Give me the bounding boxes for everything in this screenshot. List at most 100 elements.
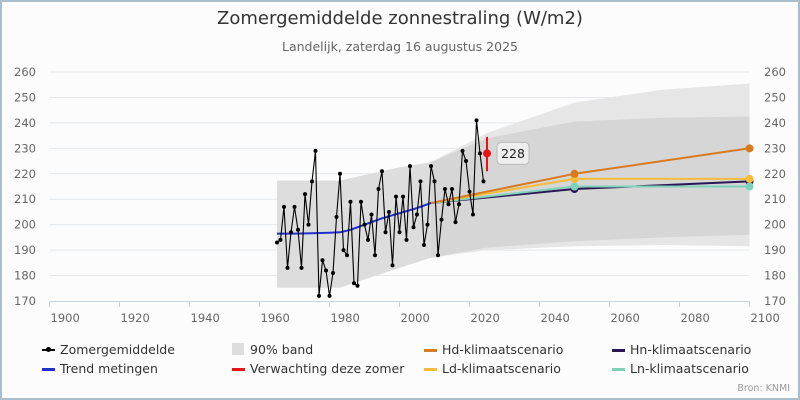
observed-point[interactable] xyxy=(408,164,412,169)
observed-point[interactable] xyxy=(299,265,304,270)
observed-point[interactable] xyxy=(278,237,283,242)
observed-point[interactable] xyxy=(313,148,318,153)
y-tick-label-right: 200 xyxy=(764,218,786,232)
observed-point[interactable] xyxy=(418,179,423,184)
observed-point[interactable] xyxy=(411,225,416,230)
x-axis: 1900 1920 1940 1960 1980 2000 2020 2040 2060 2080… xyxy=(49,301,780,325)
y-axis-right: 170 180 190 200 210 220 230 240 250 260 xyxy=(764,65,786,308)
observed-legend-symbol-icon xyxy=(42,341,56,359)
observed-point[interactable] xyxy=(376,187,381,192)
observed-point[interactable] xyxy=(467,189,472,194)
x-tick-label: 2060 xyxy=(611,311,640,325)
observed-point[interactable] xyxy=(481,179,486,184)
observed-point[interactable] xyxy=(334,215,339,220)
observed-point[interactable] xyxy=(282,204,286,209)
observed-point[interactable] xyxy=(425,222,430,227)
y-tick-label-right: 210 xyxy=(764,192,786,206)
observed-point[interactable] xyxy=(320,258,325,263)
observed-point[interactable] xyxy=(373,253,377,258)
observed-point[interactable] xyxy=(432,179,437,184)
ld-scenario-point[interactable] xyxy=(745,174,754,183)
observed-point[interactable] xyxy=(460,148,465,153)
y-tick-label-left: 240 xyxy=(14,116,36,130)
y-tick-label-right: 190 xyxy=(764,243,786,257)
observed-point[interactable] xyxy=(359,199,363,204)
ln-scenario-point[interactable] xyxy=(745,182,754,191)
observed-point[interactable] xyxy=(422,243,426,248)
observed-point[interactable] xyxy=(362,222,367,227)
observed-point[interactable] xyxy=(306,222,311,227)
forecast-point[interactable] xyxy=(483,149,491,158)
y-tick-label-right: 180 xyxy=(764,269,786,283)
points-layer xyxy=(275,118,754,298)
x-tick-label: 2020 xyxy=(471,311,500,325)
observed-point[interactable] xyxy=(289,230,293,235)
observed-point[interactable] xyxy=(366,237,370,242)
observed-point[interactable] xyxy=(352,281,356,286)
y-tick-label-left: 220 xyxy=(14,167,36,181)
y-tick-label-right: 220 xyxy=(764,167,786,181)
observed-point[interactable] xyxy=(380,169,384,174)
observed-point[interactable] xyxy=(345,253,349,258)
observed-point[interactable] xyxy=(355,283,360,288)
observed-point[interactable] xyxy=(369,212,374,217)
legend-label: Ln-klimaatscenario xyxy=(630,361,749,376)
observed-point[interactable] xyxy=(324,268,328,273)
forecast-layer[interactable]: 228 xyxy=(483,136,530,172)
y-tick-label-right: 230 xyxy=(764,141,786,155)
observed-point[interactable] xyxy=(478,151,482,156)
observed-point[interactable] xyxy=(275,240,279,245)
observed-point[interactable] xyxy=(404,237,409,242)
observed-point[interactable] xyxy=(394,194,398,199)
legend-label: Zomergemiddelde xyxy=(60,342,175,357)
observed-point[interactable] xyxy=(471,212,475,217)
observed-point[interactable] xyxy=(446,202,451,207)
ln-scenario-point[interactable] xyxy=(570,182,579,191)
y-tick-label-left: 250 xyxy=(14,90,36,104)
y-tick-label-left: 170 xyxy=(14,294,36,308)
observed-point[interactable] xyxy=(436,253,440,258)
observed-point[interactable] xyxy=(285,265,290,270)
observed-point[interactable] xyxy=(390,263,395,268)
observed-point[interactable] xyxy=(383,230,388,235)
observed-point[interactable] xyxy=(443,187,447,192)
observed-point[interactable] xyxy=(341,248,346,253)
y-axis-left: 170 180 190 200 210 220 230 240 250 260 xyxy=(14,65,36,308)
observed-point[interactable] xyxy=(439,217,444,222)
trend-series-line xyxy=(277,202,432,235)
observed-point[interactable] xyxy=(327,293,332,298)
x-tick-label: 2000 xyxy=(401,311,430,325)
x-tick-label: 1940 xyxy=(191,311,220,325)
observed-point[interactable] xyxy=(338,171,342,176)
observed-point[interactable] xyxy=(387,209,391,214)
observed-point[interactable] xyxy=(397,230,402,235)
x-tick-label: 2100 xyxy=(751,311,780,325)
hd-scenario-point[interactable] xyxy=(570,169,579,178)
ln-legend-symbol-icon xyxy=(612,360,626,378)
observed-point[interactable] xyxy=(450,187,454,192)
observed-point[interactable] xyxy=(464,159,468,164)
legend-label: 90% band xyxy=(250,342,314,357)
legend-label: Hd-klimaatscenario xyxy=(442,342,564,357)
observed-point[interactable] xyxy=(401,194,405,199)
observed-point[interactable] xyxy=(457,202,461,207)
observed-point[interactable] xyxy=(331,271,335,276)
observed-point[interactable] xyxy=(415,212,419,217)
trend-legend-symbol-icon xyxy=(42,360,56,378)
legend-label: Hn-klimaatscenario xyxy=(630,342,752,357)
observed-point[interactable] xyxy=(296,227,300,232)
observed-point[interactable] xyxy=(303,192,307,197)
observed-point[interactable] xyxy=(429,164,433,169)
x-tick-label: 2040 xyxy=(541,311,570,325)
observed-point[interactable] xyxy=(292,204,297,209)
observed-point[interactable] xyxy=(474,118,479,123)
y-tick-label-right: 170 xyxy=(764,294,786,308)
observed-point[interactable] xyxy=(348,199,353,204)
observed-point[interactable] xyxy=(317,293,321,298)
y-tick-label-left: 210 xyxy=(14,192,36,206)
ld-legend-symbol-icon xyxy=(424,360,438,378)
observed-point[interactable] xyxy=(310,179,314,184)
observed-point[interactable] xyxy=(453,220,458,225)
hd-scenario-point[interactable] xyxy=(745,144,754,153)
